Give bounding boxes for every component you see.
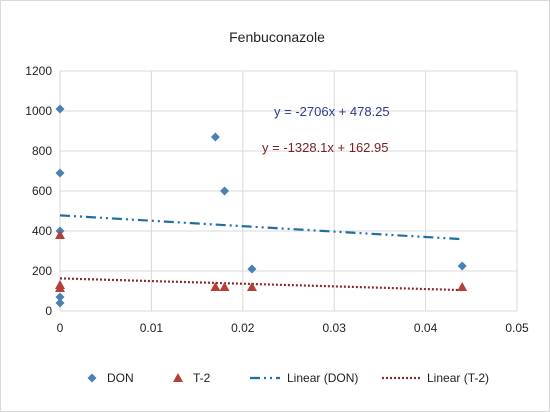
legend-label-don: DON [107, 371, 134, 385]
legend-label-linear-t2: Linear (T-2) [427, 371, 489, 385]
t-2-data-point [55, 230, 65, 239]
trendline-layer [59, 214, 463, 292]
don-data-point [55, 292, 65, 302]
t-2-data-point [246, 282, 257, 291]
x-tick-label: 0.04 [414, 321, 438, 335]
legend-label-t2: T-2 [193, 371, 211, 385]
axis-layer: 0 200 400 600 800 1000 1200 0 0.01 0.02 0.03 0.04 0.… [25, 64, 529, 335]
y-tick-label: 1000 [25, 104, 52, 118]
don-data-point [247, 264, 257, 274]
chart-title: Fenbuconazole [229, 29, 325, 45]
legend-marker-t2 [173, 373, 183, 382]
y-tick-label: 0 [45, 304, 52, 318]
t-2-data-point [219, 282, 230, 291]
trendline-don [59, 214, 463, 241]
legend-label-linear-don: Linear (DON) [287, 371, 358, 385]
x-tick-label: 0.01 [140, 321, 164, 335]
y-tick-label: 400 [32, 224, 52, 238]
legend: DON T-2 Linear (DON) Linear (T-2) [87, 371, 489, 385]
grid-layer [59, 70, 518, 312]
don-data-point [220, 186, 230, 196]
don-data-point [55, 104, 65, 114]
y-tick-label: 200 [32, 264, 52, 278]
trendline-equation-t-2: y = -1328.1x + 162.95 [262, 140, 388, 155]
trendline-equation-don: y = -2706x + 478.25 [274, 104, 390, 119]
trendline-t-2 [59, 277, 463, 292]
don-data-point [457, 261, 467, 271]
don-data-point [55, 168, 65, 178]
equation-layer: y = -2706x + 478.25 y = -1328.1x + 162.95 [262, 104, 390, 155]
t-2-data-point [55, 283, 65, 292]
legend-marker-don [87, 373, 97, 383]
y-tick-label: 1200 [25, 64, 52, 78]
x-tick-label: 0.02 [231, 321, 255, 335]
y-tick-label: 800 [32, 144, 52, 158]
y-tick-label: 600 [32, 184, 52, 198]
x-tick-label: 0.05 [505, 321, 529, 335]
don-data-point [55, 298, 65, 308]
t-2-data-point [457, 282, 468, 291]
t-2-data-point [210, 282, 221, 291]
data-point-layer [55, 104, 468, 308]
don-data-point [210, 132, 220, 142]
x-tick-label: 0 [57, 321, 64, 335]
x-tick-label: 0.03 [323, 321, 347, 335]
